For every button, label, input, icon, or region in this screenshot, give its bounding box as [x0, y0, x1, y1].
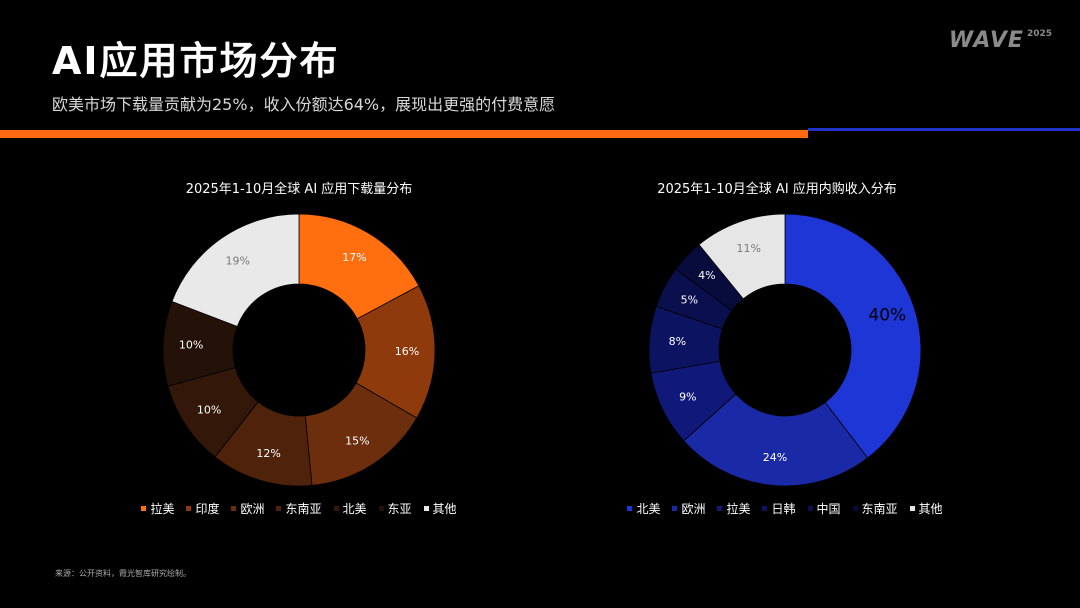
legend-item: 其他 [909, 500, 943, 517]
legend-item: 其他 [423, 500, 457, 517]
slice-label-downloads-5: 10% [179, 338, 203, 351]
legend-item: 欧洲 [672, 500, 705, 517]
legend-label: 东亚 [387, 502, 412, 516]
slice-label-revenue-1: 24% [763, 451, 787, 464]
slice-label-downloads-6: 19% [226, 255, 250, 268]
slice-label-downloads-1: 16% [395, 345, 419, 358]
slice-label-revenue-2: 9% [679, 391, 696, 404]
slice-label-downloads-3: 12% [256, 447, 280, 460]
legend-swatch [231, 506, 237, 511]
legend-item: 拉美 [141, 500, 174, 517]
legend-swatch [909, 506, 915, 511]
legend-label: 欧洲 [240, 502, 265, 516]
legend-swatch [186, 506, 192, 511]
slice-label-downloads-4: 10% [197, 403, 221, 416]
legend-revenue: 北美 欧洲 拉美 日韩 中国 东南亚 其他 [565, 500, 1005, 517]
wave-logo: WAVE 2025 [949, 28, 1052, 53]
logo-year: 2025 [1026, 29, 1052, 39]
legend-swatch [276, 506, 282, 511]
legend-label: 东南亚 [285, 502, 322, 516]
logo-text: WAVE [948, 28, 1024, 53]
slice-revenue-1 [683, 393, 869, 487]
legend-label: 北美 [342, 502, 367, 516]
legend-label: 北美 [636, 502, 661, 516]
legend-label: 欧洲 [681, 502, 706, 516]
slice-label-revenue-6: 11% [737, 242, 761, 255]
source-note: 来源：公开资料，霞光智库研究绘制。 [55, 569, 191, 578]
legend-label: 中国 [816, 502, 841, 516]
slice-downloads-6 [171, 213, 300, 327]
page-subtitle: 欧美市场下载量贡献为25%，收入份额达64%，展现出更强的付费意愿 [52, 95, 556, 114]
legend-item: 欧洲 [231, 500, 264, 517]
legend-item: 东亚 [378, 500, 412, 517]
slice-downloads-0 [298, 213, 420, 320]
legend-item: 印度 [186, 500, 219, 517]
slice-revenue-6 [698, 213, 786, 300]
slice-label-revenue-4: 5% [681, 293, 698, 306]
legend-item: 北美 [333, 500, 367, 517]
accent-bar-orange [0, 130, 808, 138]
legend-label: 拉美 [726, 502, 751, 516]
slice-label-downloads-0: 17% [342, 251, 366, 264]
slice-revenue-0 [784, 213, 922, 459]
legend-item: 中国 [807, 500, 841, 517]
legend-item: 北美 [627, 500, 660, 517]
legend-swatch [333, 506, 339, 511]
legend-label: 其他 [918, 502, 943, 516]
chart-title-revenue: 2025年1-10月全球 AI 应用内购收入分布 [657, 182, 897, 197]
legend-swatch [141, 506, 147, 511]
legend-item: 拉美 [717, 500, 750, 517]
legend-item: 日韩 [762, 500, 796, 517]
legend-swatch [852, 506, 858, 511]
chart-title-downloads: 2025年1-10月全球 AI 应用下载量分布 [185, 182, 413, 197]
legend-label: 印度 [195, 502, 220, 516]
legend-swatch [717, 506, 723, 511]
donut-chart-revenue: 40% 24% 9% 8% 5%4% 11% [648, 213, 922, 487]
accent-bar-blue [808, 128, 1080, 131]
legend-downloads: 拉美 印度 欧洲 东南亚 北美 东亚 其他 [79, 500, 519, 517]
slice-label-revenue-0: 40% [868, 305, 906, 325]
slice-label-downloads-2: 15% [345, 434, 369, 447]
legend-item: 东南亚 [852, 500, 898, 517]
legend-swatch [378, 506, 384, 511]
slice-label-revenue-5: 4% [698, 269, 715, 282]
legend-label: 拉美 [150, 502, 175, 516]
legend-swatch [627, 506, 633, 511]
donut-chart-downloads: 17% 16% 15% 12% 10% 10% 19% [162, 213, 436, 487]
slice-downloads-1 [355, 285, 436, 419]
legend-label: 其他 [432, 502, 457, 516]
page-title: AI应用市场分布 [52, 39, 340, 83]
legend-swatch [672, 506, 678, 511]
legend-item: 东南亚 [276, 500, 322, 517]
legend-swatch [423, 506, 429, 511]
slice-label-revenue-3: 8% [669, 335, 686, 348]
legend-swatch [762, 506, 768, 511]
legend-label: 东南亚 [861, 502, 898, 516]
legend-label: 日韩 [771, 502, 796, 516]
legend-swatch [807, 506, 813, 511]
